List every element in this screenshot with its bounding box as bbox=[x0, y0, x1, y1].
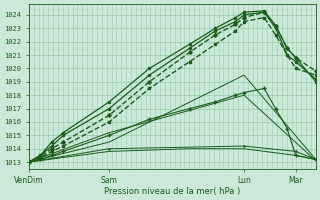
X-axis label: Pression niveau de la mer( hPa ): Pression niveau de la mer( hPa ) bbox=[104, 187, 240, 196]
